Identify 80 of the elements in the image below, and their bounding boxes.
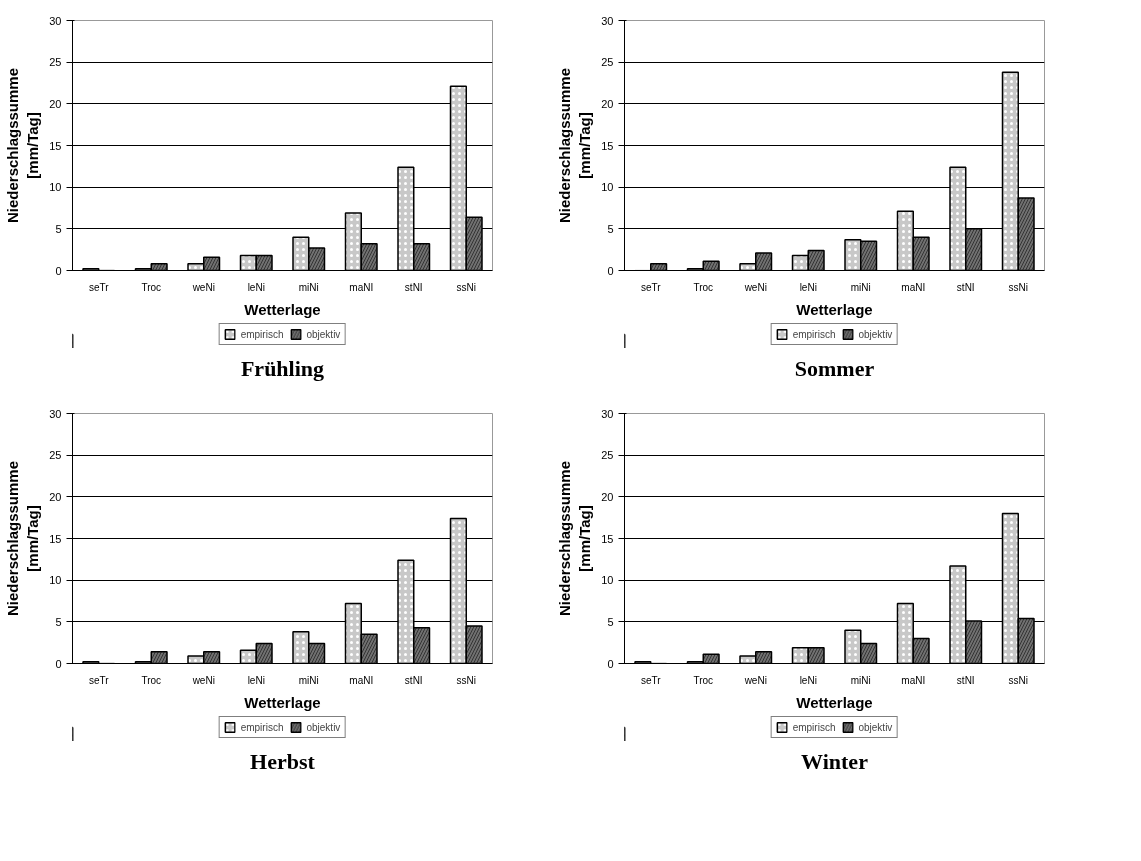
- x-tick-label: leNi: [799, 674, 817, 686]
- x-tick-label: miNi: [850, 674, 871, 686]
- x-tick-label: weNi: [191, 674, 215, 686]
- x-tick-label: maNI: [901, 674, 926, 686]
- y-axis-title: Niederschlagssumme [mm/Tag]: [3, 67, 42, 224]
- y-tick-label: 15: [49, 139, 62, 152]
- x-axis-title: Wetterlage: [244, 693, 321, 711]
- x-tick-label: weNi: [743, 674, 767, 686]
- y-tick-label: 15: [49, 532, 62, 545]
- y-tick-label: 0: [607, 657, 614, 670]
- legend-label: empirisch: [792, 328, 836, 340]
- x-tick-label: ssNi: [456, 281, 476, 293]
- x-tick-label: maNI: [349, 281, 374, 293]
- legend-label: objektiv: [858, 721, 893, 733]
- y-tick-label: 30: [49, 14, 62, 27]
- x-tick-label: weNi: [191, 281, 215, 293]
- x-tick-label: stNI: [404, 674, 423, 686]
- x-tick-label: maNI: [349, 674, 374, 686]
- x-tick-label: stNI: [956, 674, 975, 686]
- y-tick-label: 25: [601, 56, 614, 69]
- y-tick-label: 30: [49, 407, 62, 420]
- y-tick-label: 10: [601, 574, 614, 587]
- legend-label: empirisch: [792, 721, 836, 733]
- y-tick-label: 5: [55, 222, 62, 235]
- y-tick-label: 30: [601, 14, 614, 27]
- text: Frühling: [240, 356, 325, 381]
- x-tick-label: miNi: [850, 281, 871, 293]
- x-tick-label: Troc: [693, 281, 714, 293]
- y-tick-label: 5: [607, 615, 614, 628]
- y-tick-label: 30: [601, 407, 614, 420]
- y-axis-title: Niederschlagssumme [mm/Tag]: [555, 67, 594, 224]
- legend-label: objektiv: [306, 721, 341, 733]
- text: Winter: [801, 749, 869, 774]
- x-axis-title: Wetterlage: [796, 300, 873, 318]
- x-tick-label: seTr: [640, 281, 662, 293]
- y-tick-label: 5: [55, 615, 62, 628]
- y-axis-title: Niederschlagssumme [mm/Tag]: [3, 460, 42, 617]
- x-tick-label: ssNi: [1008, 674, 1028, 686]
- y-tick-label: 20: [49, 490, 62, 503]
- text: Sommer: [794, 356, 875, 381]
- y-tick-label: 10: [49, 181, 62, 194]
- x-tick-label: ssNi: [1008, 281, 1028, 293]
- y-tick-label: 25: [49, 449, 62, 462]
- legend-label: empirisch: [240, 328, 284, 340]
- y-tick-label: 20: [601, 490, 614, 503]
- x-tick-label: stNI: [404, 281, 423, 293]
- x-axis-title: Wetterlage: [796, 693, 873, 711]
- y-tick-label: 0: [55, 657, 62, 670]
- y-tick-label: 25: [49, 56, 62, 69]
- y-axis-title: Niederschlagssumme [mm/Tag]: [555, 460, 594, 617]
- legend-label: empirisch: [240, 721, 284, 733]
- text: Herbst: [250, 749, 316, 774]
- y-tick-label: 10: [601, 181, 614, 194]
- x-tick-label: miNi: [298, 674, 319, 686]
- y-tick-label: 0: [55, 264, 62, 277]
- y-tick-label: 25: [601, 449, 614, 462]
- x-tick-label: weNi: [743, 281, 767, 293]
- x-tick-label: Troc: [141, 281, 162, 293]
- x-tick-label: seTr: [640, 674, 662, 686]
- y-tick-label: 15: [601, 139, 614, 152]
- x-tick-label: seTr: [88, 674, 110, 686]
- y-tick-label: 10: [49, 574, 62, 587]
- x-tick-label: Troc: [141, 674, 162, 686]
- x-axis-title: Wetterlage: [244, 300, 321, 318]
- x-tick-label: leNi: [247, 674, 265, 686]
- x-tick-label: miNi: [298, 281, 319, 293]
- y-tick-label: 15: [601, 532, 614, 545]
- y-tick-label: 20: [49, 97, 62, 110]
- x-tick-label: maNI: [901, 281, 926, 293]
- legend-label: objektiv: [306, 328, 341, 340]
- x-tick-label: leNi: [247, 281, 265, 293]
- x-tick-label: ssNi: [456, 674, 476, 686]
- x-tick-label: leNi: [799, 281, 817, 293]
- x-tick-label: seTr: [88, 281, 110, 293]
- y-tick-label: 5: [607, 222, 614, 235]
- legend-label: objektiv: [858, 328, 893, 340]
- y-tick-label: 20: [601, 97, 614, 110]
- x-tick-label: Troc: [693, 674, 714, 686]
- x-tick-label: stNI: [956, 281, 975, 293]
- y-tick-label: 0: [607, 264, 614, 277]
